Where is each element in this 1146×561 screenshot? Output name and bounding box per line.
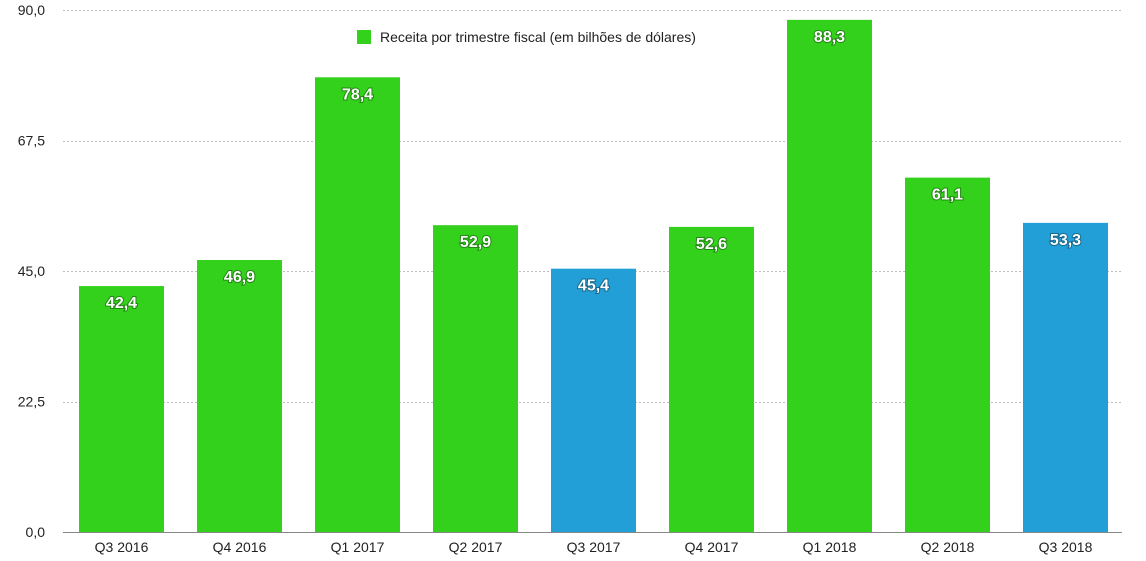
y-tick-label: 67,5 bbox=[18, 133, 45, 149]
y-tick-label: 45,0 bbox=[18, 263, 45, 279]
legend-swatch bbox=[357, 30, 371, 44]
bar bbox=[433, 225, 518, 532]
data-label: 61,1 bbox=[932, 187, 963, 204]
labels-layer: 42,4 Q3 2016 46,9 Q4 2016 78,4 Q1 2017 52,9 Q2 … bbox=[95, 28, 1093, 555]
bar bbox=[315, 77, 400, 532]
bar bbox=[1023, 222, 1108, 533]
data-label: 46,9 bbox=[224, 269, 255, 286]
data-label: 52,9 bbox=[460, 234, 491, 251]
x-tick-label: Q2 2017 bbox=[449, 539, 503, 555]
bar bbox=[551, 268, 636, 532]
data-label: 53,3 bbox=[1050, 232, 1081, 249]
x-tick-label: Q3 2016 bbox=[95, 539, 149, 555]
data-label: 78,4 bbox=[342, 86, 373, 103]
y-tick-label: 90,0 bbox=[18, 2, 45, 18]
x-tick-label: Q4 2017 bbox=[685, 539, 739, 555]
x-tick-label: Q3 2018 bbox=[1039, 539, 1093, 555]
data-label: 52,6 bbox=[696, 236, 727, 253]
bar bbox=[669, 226, 754, 533]
x-tick-label: Q1 2018 bbox=[803, 539, 857, 555]
x-tick-label: Q4 2016 bbox=[213, 539, 267, 555]
x-tick-label: Q3 2017 bbox=[567, 539, 621, 555]
x-tick-label: Q2 2018 bbox=[921, 539, 975, 555]
data-label: 45,4 bbox=[578, 278, 609, 295]
legend: Receita por trimestre fiscal (em bilhões… bbox=[357, 29, 696, 45]
bars-layer bbox=[79, 19, 1108, 533]
bar bbox=[197, 259, 282, 532]
bar bbox=[79, 286, 164, 532]
legend-label: Receita por trimestre fiscal (em bilhões… bbox=[380, 29, 696, 45]
data-label: 88,3 bbox=[814, 29, 845, 46]
y-tick-label: 0,0 bbox=[26, 524, 46, 540]
data-label: 42,4 bbox=[106, 295, 137, 312]
bar bbox=[905, 177, 990, 532]
y-tick-label: 22,5 bbox=[18, 394, 45, 410]
bar bbox=[787, 19, 872, 533]
x-tick-label: Q1 2017 bbox=[331, 539, 385, 555]
